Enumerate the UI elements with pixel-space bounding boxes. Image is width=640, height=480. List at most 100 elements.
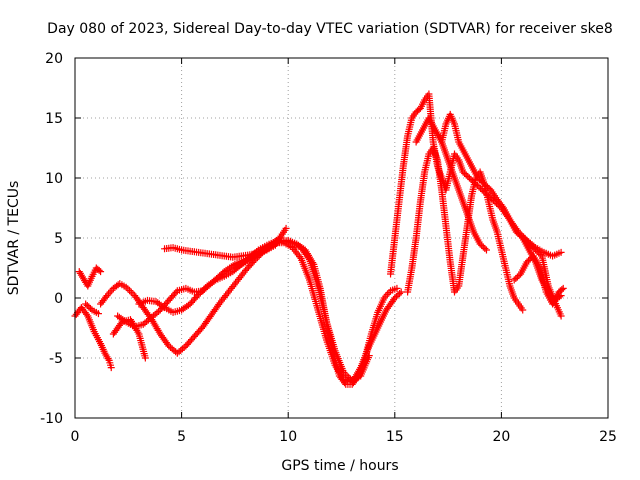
data-point (557, 248, 565, 256)
data-point (476, 240, 484, 248)
data-point (383, 290, 391, 298)
series-trace-15 (82, 300, 102, 318)
data-point (526, 255, 534, 263)
data-point (83, 302, 91, 309)
data-point (95, 266, 103, 274)
chart-title: Day 080 of 2023, Sidereal Day-to-day VTE… (47, 21, 613, 37)
data-point (520, 236, 528, 243)
series-trace-1 (71, 304, 115, 372)
data-point (82, 300, 90, 308)
data-point (341, 370, 349, 378)
data-point (107, 364, 115, 372)
data-point (126, 287, 134, 295)
data-point (519, 306, 527, 314)
data-point (155, 307, 163, 315)
data-point (559, 284, 567, 292)
data-point (522, 237, 530, 245)
data-point (525, 257, 533, 264)
x-tick-label: 0 (71, 429, 80, 445)
series-trace-2 (75, 264, 105, 290)
data-point (83, 310, 91, 318)
data-point (516, 231, 524, 239)
data-point (532, 246, 540, 254)
y-tick-label: -5 (49, 351, 63, 367)
data-point (514, 230, 522, 237)
data-point (478, 186, 486, 194)
series-trace-5 (109, 316, 149, 362)
data-point (85, 303, 93, 311)
data-point (391, 294, 399, 302)
data-point (396, 290, 404, 297)
series-trace-8 (231, 224, 290, 272)
plot-frame (74, 57, 609, 419)
data-point (482, 182, 490, 189)
series-trace-14 (519, 234, 565, 320)
x-tick-label: 25 (599, 429, 617, 445)
data-point (365, 352, 373, 360)
data-point (479, 243, 487, 251)
grid (75, 58, 608, 418)
data-point (392, 293, 400, 300)
data-point (482, 246, 490, 254)
data-point (198, 287, 206, 295)
x-tick-label: 20 (492, 429, 510, 445)
data-point (476, 176, 484, 183)
y-tick-label: 0 (54, 291, 63, 307)
data-point (461, 170, 469, 177)
data-point (512, 228, 520, 236)
data-point (210, 277, 218, 285)
data-point (510, 276, 518, 284)
data-point (513, 273, 521, 281)
data-point (478, 242, 486, 249)
data-point (122, 283, 130, 291)
data-point (519, 234, 527, 242)
data-point (180, 343, 188, 351)
data-point (479, 179, 487, 186)
data-point (172, 288, 180, 296)
y-tick-label: 15 (45, 111, 63, 127)
data-point (200, 285, 208, 293)
series-trace-10 (404, 144, 527, 314)
data-point (533, 248, 541, 255)
y-axis-label: SDTVAR / TECUs (6, 181, 22, 296)
x-tick-label: 5 (177, 429, 186, 445)
data-point (215, 301, 223, 309)
data-point (340, 368, 348, 376)
y-tick-label: 10 (45, 171, 63, 187)
data-point (484, 183, 492, 191)
data-point (345, 373, 353, 381)
data-point (558, 286, 566, 294)
data-point (196, 289, 204, 297)
data-point (464, 173, 472, 180)
data-point (467, 176, 475, 183)
data-point (159, 302, 167, 310)
y-tick-label: -10 (40, 411, 63, 427)
tick-labels: 0 5 10 15 20 25 -10 -5 0 5 10 15 20 (40, 51, 617, 445)
data-point (304, 254, 312, 262)
data-point (394, 291, 402, 299)
data-point (530, 245, 538, 252)
data-point (195, 290, 203, 298)
data-point (459, 168, 467, 176)
data-point (193, 292, 201, 300)
data-point (462, 171, 470, 179)
y-tick-label: 5 (54, 231, 63, 247)
data-point (523, 258, 531, 266)
data-point (535, 249, 543, 257)
data-point (94, 310, 102, 318)
data-point (536, 251, 544, 258)
data-point (86, 305, 94, 312)
data-point (141, 354, 149, 362)
data-point (343, 372, 351, 380)
data-point (124, 285, 132, 293)
series-trace-4 (114, 239, 405, 386)
data-point (512, 275, 520, 282)
data-point (525, 240, 533, 248)
data-point (477, 177, 485, 185)
data-point (527, 242, 535, 249)
data-point (481, 245, 489, 252)
x-tick-label: 15 (386, 429, 404, 445)
data-point (282, 224, 290, 232)
data-point (474, 174, 482, 182)
